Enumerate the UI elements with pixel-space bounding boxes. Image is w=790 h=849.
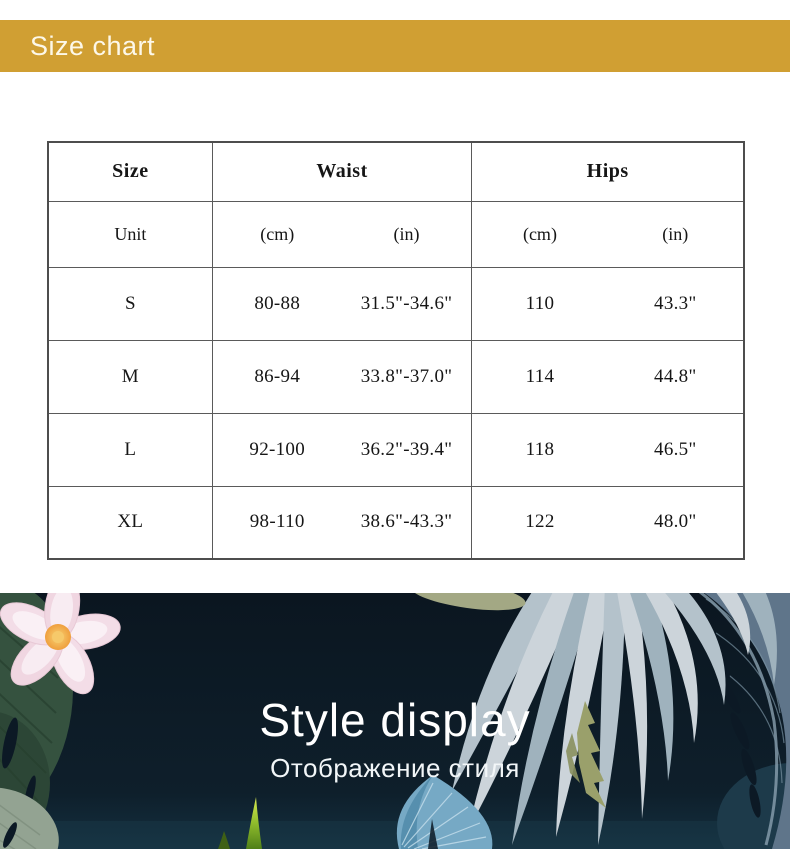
header-hips: Hips <box>471 142 744 201</box>
size-chart-title: Size chart <box>30 30 156 61</box>
table-header-row: Size Waist Hips <box>48 142 744 201</box>
cell-hips-in: 44.8" <box>607 339 744 413</box>
header-size: Size <box>112 160 149 183</box>
unit-hips-cm: (cm) <box>471 200 608 267</box>
unit-waist-in: (in) <box>341 200 472 267</box>
cell-waist-in: 38.6"-43.3" <box>341 485 472 559</box>
cell-size: XL <box>48 485 213 559</box>
cell-waist-cm: 98-110 <box>211 485 342 559</box>
sage-leaf-illustration <box>410 593 526 611</box>
cell-hips-in: 46.5" <box>607 412 744 486</box>
cell-hips-cm: 110 <box>471 266 608 340</box>
unit-waist-cm: (cm) <box>211 200 342 267</box>
cell-hips-cm: 122 <box>471 485 608 559</box>
style-display-subtitle: Отображение стиля <box>270 753 520 783</box>
unit-label: Unit <box>48 200 213 267</box>
horizon-band <box>0 821 790 849</box>
pale-corner-leaf-illustration <box>0 787 59 849</box>
size-table: Size Waist Hips Unit (cm) (in) (cm) (in)… <box>47 141 745 560</box>
unit-hips-in: (in) <box>607 200 744 267</box>
cell-size: S <box>48 266 213 340</box>
cell-size: M <box>48 339 213 413</box>
style-display-title: Style display <box>259 694 531 746</box>
table-unit-row: Unit (cm) (in) (cm) (in) <box>48 200 744 267</box>
cell-hips-in: 48.0" <box>607 485 744 559</box>
cell-waist-cm: 80-88 <box>211 266 342 340</box>
cell-hips-cm: 118 <box>471 412 608 486</box>
table-row-s: S 80-88 31.5"-34.6" 110 43.3" <box>48 266 744 340</box>
cell-size: L <box>48 412 213 486</box>
plumeria-flower-icon <box>0 593 121 695</box>
size-table-container: Size Waist Hips Unit (cm) (in) (cm) (in)… <box>47 141 745 560</box>
cell-waist-cm: 92-100 <box>211 412 342 486</box>
header-waist: Waist <box>211 142 472 201</box>
cell-hips-in: 43.3" <box>607 266 744 340</box>
olive-jagged-leaf-illustration <box>566 701 606 808</box>
style-display-banner: Style display Отображение стиля <box>0 593 790 849</box>
table-row-m: M 86-94 33.8"-37.0" 114 44.8" <box>48 339 744 413</box>
table-row-l: L 92-100 36.2"-39.4" 118 46.5" <box>48 412 744 486</box>
grass-blade-illustration <box>218 797 262 849</box>
cell-waist-in: 36.2"-39.4" <box>341 412 472 486</box>
cell-waist-in: 33.8"-37.0" <box>341 339 472 413</box>
cell-waist-cm: 86-94 <box>211 339 342 413</box>
blue-leaf-illustration <box>396 775 493 849</box>
cell-hips-cm: 114 <box>471 339 608 413</box>
tropical-leaves-illustration <box>0 593 790 849</box>
table-row-xl: XL 98-110 38.6"-43.3" 122 48.0" <box>48 485 744 559</box>
size-chart-header-bar: Size chart <box>0 20 790 72</box>
cell-waist-in: 31.5"-34.6" <box>341 266 472 340</box>
